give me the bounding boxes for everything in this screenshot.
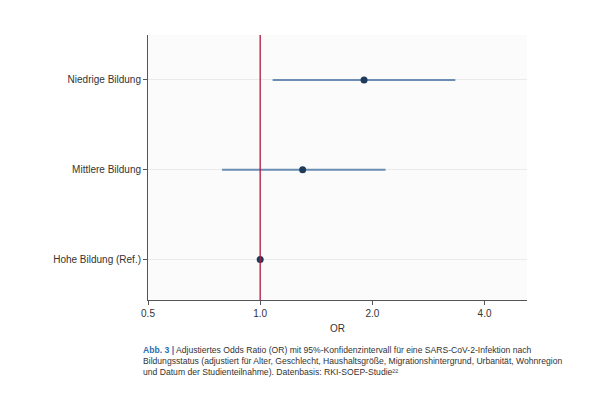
svg-text:2.0: 2.0 [365,308,379,319]
svg-text:Hohe Bildung (Ref.): Hohe Bildung (Ref.) [53,254,141,265]
svg-text:OR: OR [330,323,345,334]
svg-text:Mittlere Bildung: Mittlere Bildung [72,164,141,175]
svg-text:4.0: 4.0 [478,308,492,319]
svg-text:Niedrige Bildung: Niedrige Bildung [68,74,141,85]
svg-text:0.5: 0.5 [141,308,155,319]
svg-text:1.0: 1.0 [253,308,267,319]
html-text:Abb. 3 | Adjustiertes Odds Rat: Abb. 3 | Adjustiertes Odds Ratio (OR) mi… [143,345,563,377]
